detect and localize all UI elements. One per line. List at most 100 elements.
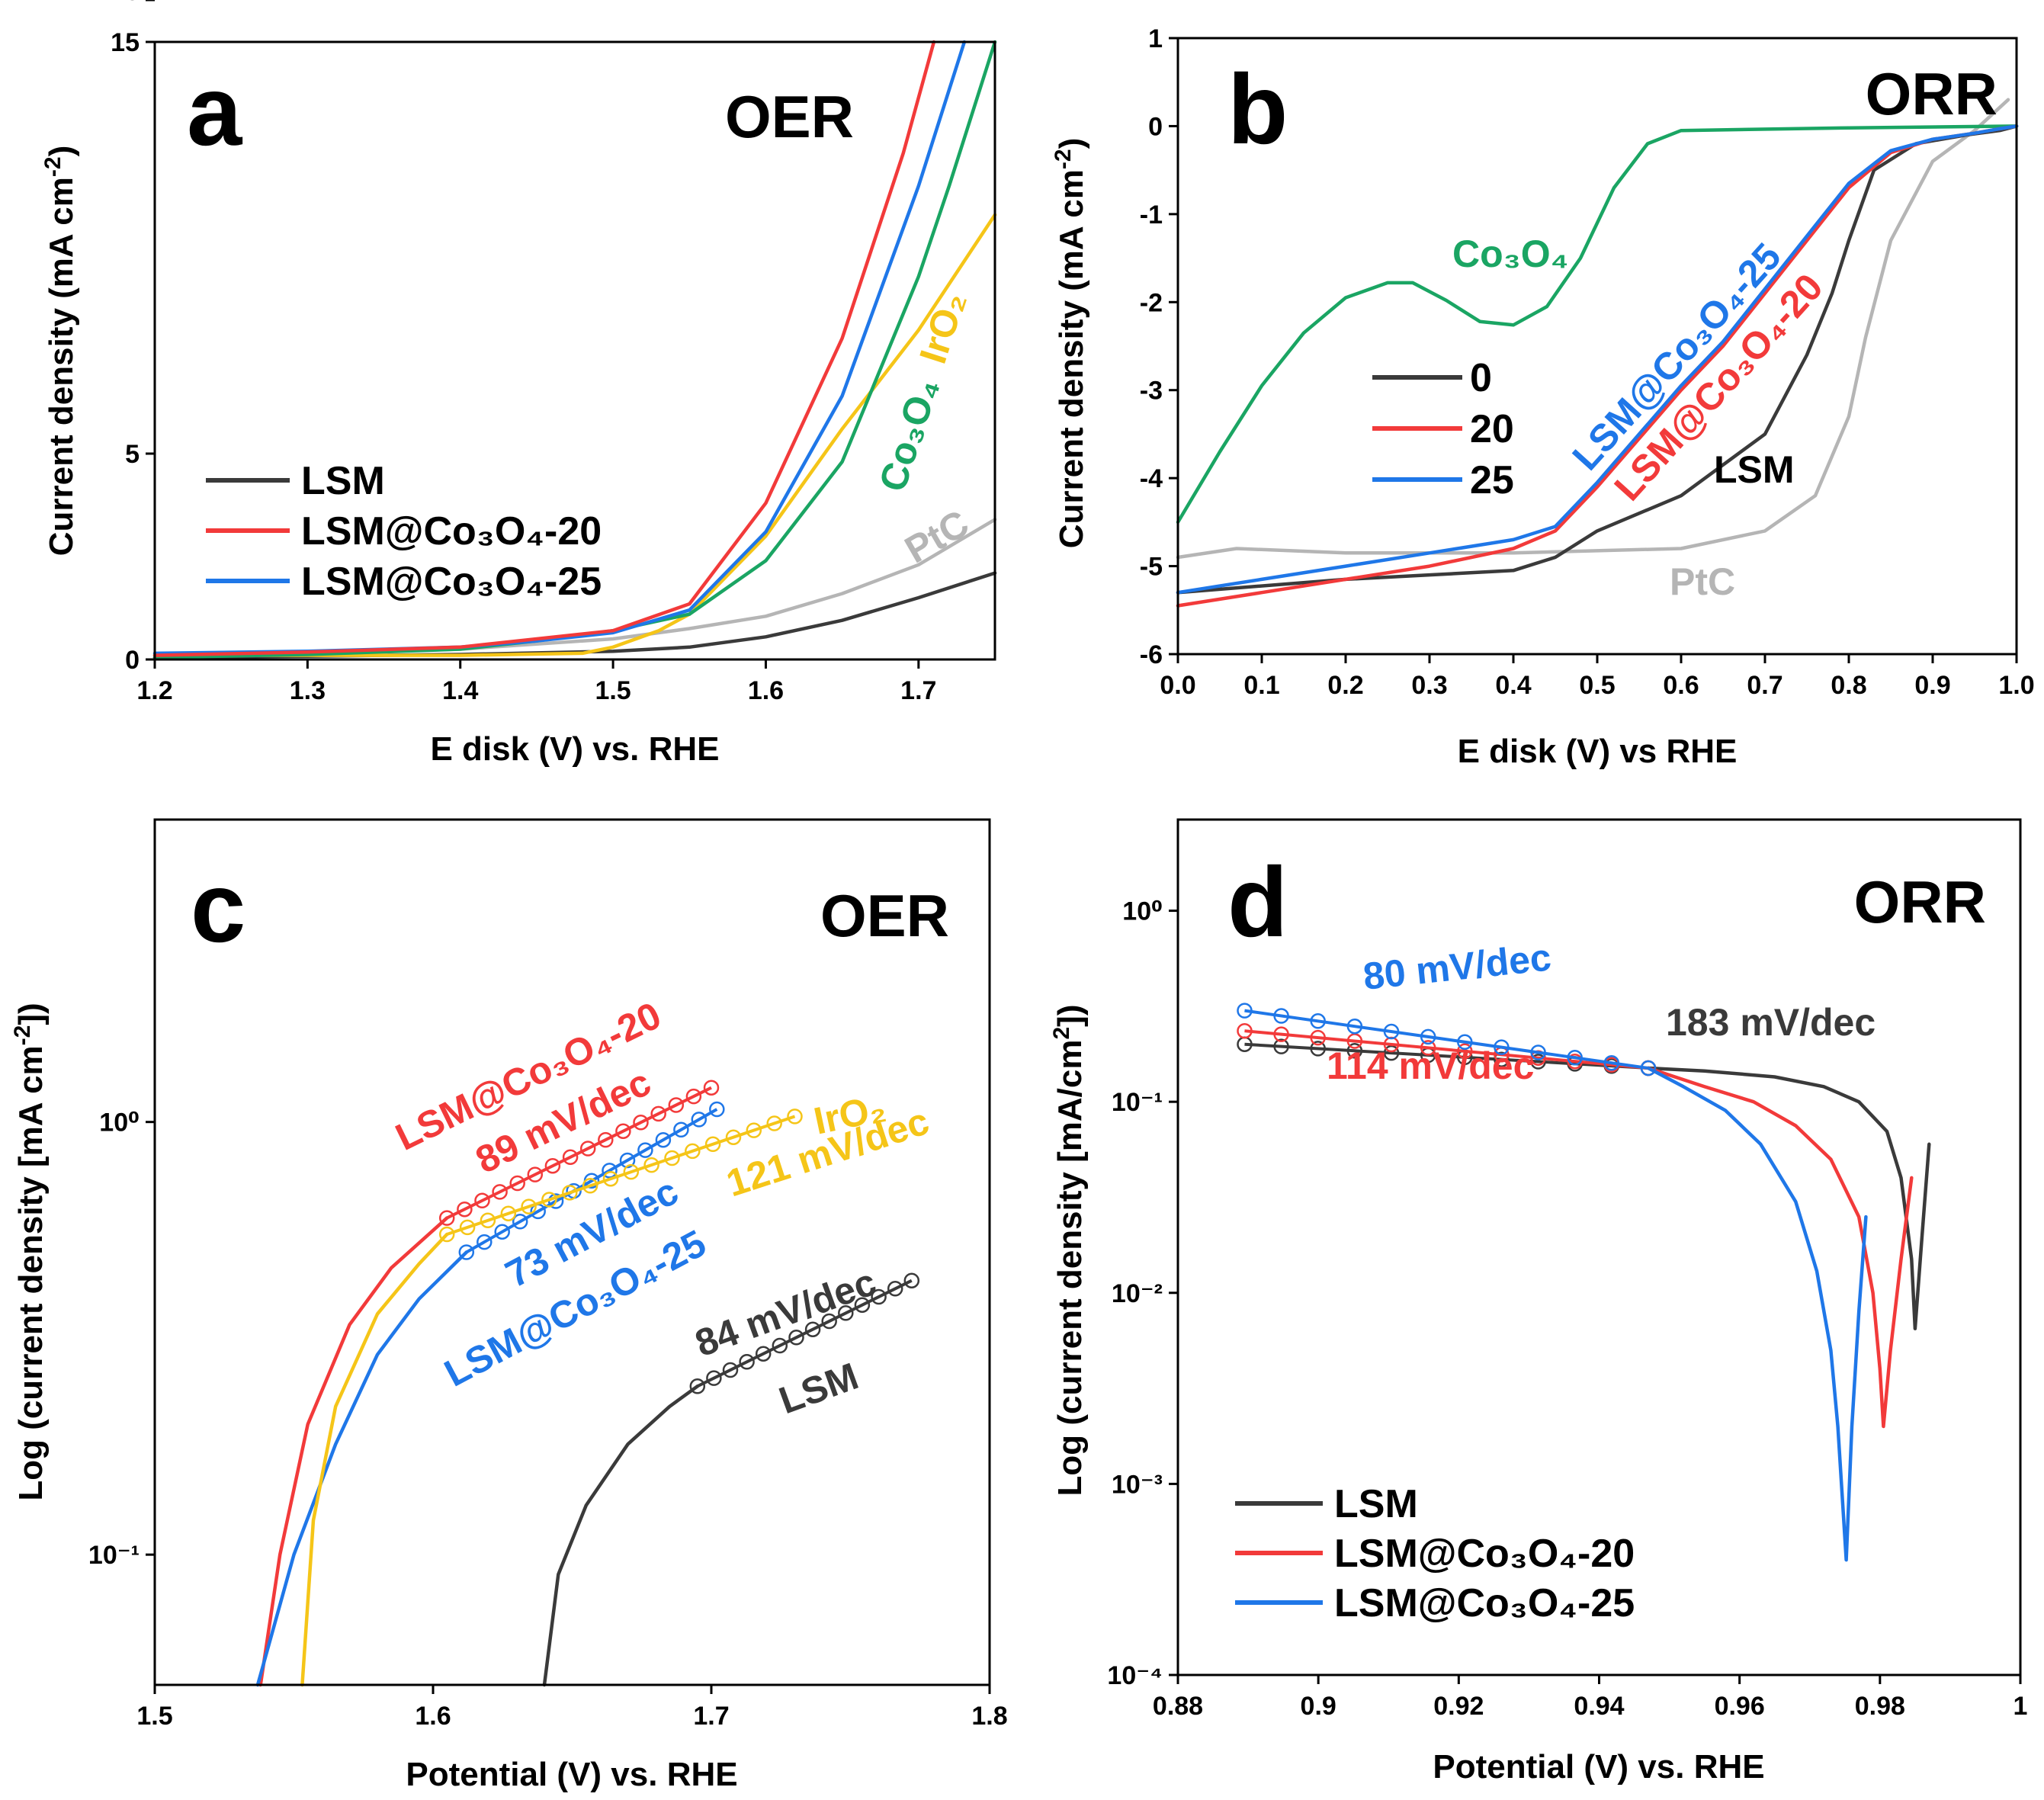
panel-b-xtick-label: 1.0 — [1998, 671, 2034, 700]
panel-b-ylabel: Current density (mA cm-2) — [1051, 138, 1091, 548]
legend-label-lsm: LSM — [301, 459, 385, 503]
panel-a-series-iro2 — [152, 213, 997, 657]
panel-d-fit-point-lsm-co3o4-20 — [1420, 1040, 1436, 1056]
panel-b-series-lsm-co3o4-20 — [1176, 124, 2019, 608]
panel-c-xlabel: Potential (V) vs. RHE — [406, 1756, 737, 1793]
panel-c-series-lsm-co3o4-25 — [255, 1250, 469, 1687]
panel-c-fit-point-iro2 — [685, 1143, 701, 1160]
panel-d-ticks: 0.88 0.9 0.92 0.94 0.96 0.98 1 10⁻⁴ 10⁻³ 10⁻² 10⁻¹… — [1107, 897, 2027, 1721]
panel-b-xtick-label: 0.0 — [1160, 671, 1195, 700]
panel-c-ylabel: Log (current density [mA cm-2]) — [10, 1003, 50, 1500]
panel-c-fit-point-lsm — [854, 1297, 871, 1313]
panel-c-fit-point-iro2 — [521, 1198, 537, 1214]
legend-label-lsm-co3o4-25: LSM@Co₃O₄-25 — [1334, 1581, 1635, 1625]
panel-a-xtick-label: 1.5 — [595, 676, 631, 705]
panel-c-fit-point-lsm-co3o4-20 — [650, 1105, 666, 1122]
panel-a-annotation-co3o4: Co₃O₄ — [871, 373, 947, 496]
panel-d-xtick-label: 0.94 — [1574, 1692, 1624, 1721]
panel-a-xtick-label: 1.2 — [136, 676, 172, 705]
panel-c-xtick-label: 1.5 — [136, 1702, 172, 1731]
panel-b-label: b — [1227, 53, 1288, 165]
panel-d-annotation-183: 183 mV/dec — [1666, 1001, 1876, 1044]
panel-c-fit-point-iro2 — [704, 1136, 721, 1153]
panel-c-fit-point-lsm-co3o4-25 — [602, 1163, 618, 1179]
panel-d-series-lsm-co3o4-20 — [1646, 1066, 1914, 1429]
legend-label-25: 25 — [1470, 458, 1514, 502]
panel-d-fit-point-lsm-co3o4-20 — [1237, 1022, 1253, 1039]
panel-c-fit-point-lsm-co3o4-20 — [509, 1175, 525, 1192]
panel-b-xlabel: E disk (V) vs RHE — [1458, 733, 1738, 770]
panel-c-fit-point-lsm — [887, 1281, 903, 1297]
panel-a-xtick-label: 1.4 — [442, 676, 478, 705]
panel-d-fit-point-lsm-co3o4-25 — [1383, 1023, 1400, 1040]
panel-c-fit-point-lsm-co3o4-20 — [598, 1131, 614, 1148]
panel-c-fit-point-lsm-co3o4-25 — [458, 1244, 475, 1260]
panel-d-fit-point-lsm-co3o4-25 — [1237, 1003, 1253, 1019]
panel-c-fit-point-lsm-co3o4-20 — [633, 1115, 649, 1131]
legend-label-lsm-co3o4-25: LSM@Co₃O₄-25 — [301, 560, 602, 604]
panel-a-xtick-label: 1.6 — [748, 676, 784, 705]
panel-b-xtick-label: 0.1 — [1243, 671, 1279, 700]
panel-c-xtick-label: 1.6 — [415, 1702, 451, 1731]
panel-d-xtick-label: 1 — [2014, 1692, 2028, 1721]
panel-c-fit-point-lsm-co3o4-20 — [492, 1184, 508, 1200]
panel-d-ytick-label: 10⁻⁴ — [1107, 1661, 1163, 1690]
panel-c-fit-point-lsm — [689, 1378, 706, 1394]
panel-c-fit-point-lsm — [821, 1313, 837, 1330]
panel-b-xtick-label: 0.4 — [1495, 671, 1531, 700]
panel-c-fit-point-lsm — [772, 1337, 788, 1354]
panel-b-ytick-label: -1 — [1140, 201, 1163, 229]
panel-b-annotation-ptc: PtC — [1670, 560, 1735, 603]
panel-d-fit-point-lsm-co3o4-25 — [1494, 1039, 1510, 1055]
panel-a-ytick-label: 10 — [111, 0, 140, 6]
panel-c-fit-line-iro2 — [446, 1115, 796, 1236]
panel-b-xtick-label: 0.9 — [1914, 671, 1950, 700]
panel-b-ytick-label: -2 — [1140, 288, 1163, 317]
panel-d-xtick-label: 0.9 — [1301, 1692, 1336, 1721]
panel-d-fit-point-lsm — [1494, 1051, 1510, 1067]
panel-c-fit-point-iro2 — [602, 1170, 619, 1187]
panel-d-xtick-label: 0.98 — [1855, 1692, 1905, 1721]
panel-a-ytick-label: 5 — [125, 440, 140, 469]
panel-d: 0.88 0.9 0.92 0.94 0.96 0.98 1 10⁻⁴ 10⁻³ 10⁻² 10⁻¹… — [1049, 818, 2027, 1786]
panel-c-fit-point-iro2 — [562, 1185, 578, 1201]
panel-c-reaction: OER — [820, 882, 949, 949]
panel-c-fit-point-lsm-co3o4-20 — [579, 1141, 596, 1157]
panel-d-reaction: ORR — [1854, 868, 1986, 935]
panel-c-series-iro2 — [300, 1232, 449, 1687]
panel-c: 1.5 1.6 1.7 1.8 10⁻¹ 10⁰ c OER Potential (V) … — [10, 818, 1008, 1793]
panel-a-label: a — [187, 55, 243, 166]
panel-a-frame — [153, 40, 996, 661]
panel-c-fit-point-lsm-co3o4-20 — [527, 1166, 544, 1182]
legend-label-lsm-co3o4-20: LSM@Co₃O₄-20 — [1334, 1532, 1635, 1576]
panel-c-fit-point-iro2 — [746, 1122, 762, 1138]
panel-c-fit-point-lsm-co3o4-25 — [709, 1101, 725, 1118]
panel-d-ytick-label: 10⁻¹ — [1112, 1088, 1163, 1117]
panel-c-fit-point-lsm — [838, 1305, 854, 1321]
panel-c-ticks: 1.5 1.6 1.7 1.8 10⁻¹ 10⁰ — [88, 1109, 1008, 1731]
panel-c-fit-point-lsm — [755, 1346, 772, 1362]
panel-c-frame — [153, 818, 991, 1686]
panel-d-fit-point-lsm-co3o4-20 — [1273, 1026, 1289, 1042]
legend-label-lsm: LSM — [1334, 1482, 1418, 1526]
panel-b-legend: 0 20 25 — [1372, 356, 1514, 502]
panel-a: 1.2 1.3 1.4 1.5 1.6 1.7 0 5 10 15 a OER E disk (V… — [40, 0, 997, 768]
panel-c-fit-point-lsm-co3o4-25 — [637, 1142, 653, 1158]
panel-d-fit-point-lsm — [1310, 1041, 1326, 1057]
panel-c-fit-point-lsm-co3o4-20 — [457, 1201, 473, 1218]
panel-d-fit-point-lsm-co3o4-20 — [1346, 1033, 1363, 1049]
panel-b-series-co3o4 — [1176, 124, 2019, 525]
panel-c-fit-point-lsm-co3o4-25 — [512, 1214, 528, 1230]
panel-c-fit-point-iro2 — [480, 1212, 496, 1229]
panel-d-ytick-label: 10⁻³ — [1112, 1470, 1163, 1499]
panel-d-fit-point-lsm-co3o4-20 — [1457, 1043, 1473, 1060]
panel-b-xtick-label: 0.6 — [1663, 671, 1699, 700]
panel-c-fit-point-iro2 — [766, 1115, 782, 1131]
panel-c-fit-point-iro2 — [438, 1226, 455, 1243]
panel-c-fit-line-lsm-co3o4-20 — [446, 1086, 712, 1220]
panel-d-legend: LSM LSM@Co₃O₄-20 LSM@Co₃O₄-25 — [1235, 1482, 1635, 1625]
panel-d-ytick-label: 10⁰ — [1122, 897, 1163, 926]
panel-d-fit-point-lsm-co3o4-25 — [1640, 1060, 1657, 1076]
panel-b-annotation-lsm: LSM — [1714, 448, 1795, 491]
